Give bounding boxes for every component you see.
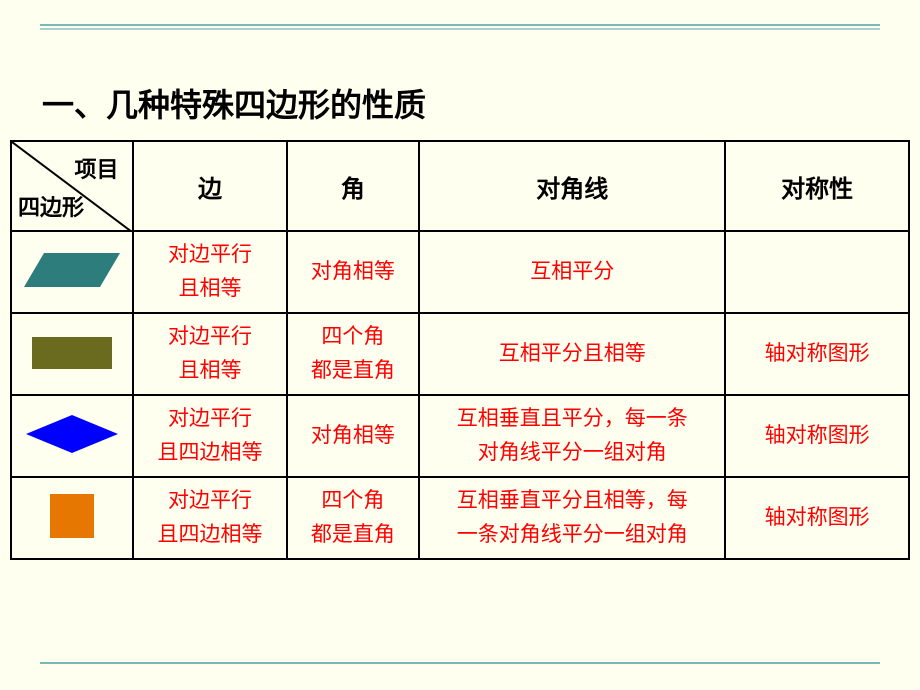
angle-cell: 对角相等 <box>287 395 420 477</box>
header-top-label: 项目 <box>74 152 118 184</box>
diagonal-cell: 互相垂直且平分，每一条对角线平分一组对角 <box>419 395 725 477</box>
table-row: 对边平行且四边相等 四个角都是直角 互相垂直平分且相等，每一条对角线平分一组对角… <box>11 477 909 559</box>
shape-cell <box>11 395 133 477</box>
side-cell: 对边平行且四边相等 <box>133 477 286 559</box>
shape-cell <box>11 313 133 395</box>
table-row: 对边平行且相等 对角相等 互相平分 <box>11 231 909 313</box>
header-col-angle: 角 <box>287 141 420 231</box>
table-row: 对边平行且四边相等 对角相等 互相垂直且平分，每一条对角线平分一组对角 轴对称图… <box>11 395 909 477</box>
top-accent-bar <box>40 24 880 30</box>
side-cell: 对边平行且相等 <box>133 313 286 395</box>
side-cell: 对边平行且相等 <box>133 231 286 313</box>
rectangle-icon <box>22 327 122 377</box>
symmetry-cell: 轴对称图形 <box>725 477 909 559</box>
header-col-side: 边 <box>133 141 286 231</box>
side-cell: 对边平行且四边相等 <box>133 395 286 477</box>
shape-cell <box>11 231 133 313</box>
header-col-symmetry: 对称性 <box>725 141 909 231</box>
symmetry-cell: 轴对称图形 <box>725 313 909 395</box>
angle-cell: 对角相等 <box>287 231 420 313</box>
header-diagonal-cell: 项目 四边形 <box>11 141 133 231</box>
rhombus-icon <box>22 409 122 459</box>
header-bottom-label: 四边形 <box>18 190 84 222</box>
bottom-accent-line <box>40 662 880 664</box>
properties-table: 项目 四边形 边 角 对角线 对称性 对边平行且相等 对角相等 互相平分 对边平… <box>10 140 910 560</box>
diagonal-cell: 互相垂直平分且相等，每一条对角线平分一组对角 <box>419 477 725 559</box>
header-row: 项目 四边形 边 角 对角线 对称性 <box>11 141 909 231</box>
shape-cell <box>11 477 133 559</box>
table-row: 对边平行且相等 四个角都是直角 互相平分且相等 轴对称图形 <box>11 313 909 395</box>
symmetry-cell: 轴对称图形 <box>725 395 909 477</box>
angle-cell: 四个角都是直角 <box>287 313 420 395</box>
diagonal-cell: 互相平分 <box>419 231 725 313</box>
parallelogram-icon <box>22 245 122 295</box>
symmetry-cell <box>725 231 909 313</box>
angle-cell: 四个角都是直角 <box>287 477 420 559</box>
diagonal-cell: 互相平分且相等 <box>419 313 725 395</box>
page-title: 一、几种特殊四边形的性质 <box>42 80 426 126</box>
square-icon <box>22 486 122 546</box>
header-col-diagonal: 对角线 <box>419 141 725 231</box>
